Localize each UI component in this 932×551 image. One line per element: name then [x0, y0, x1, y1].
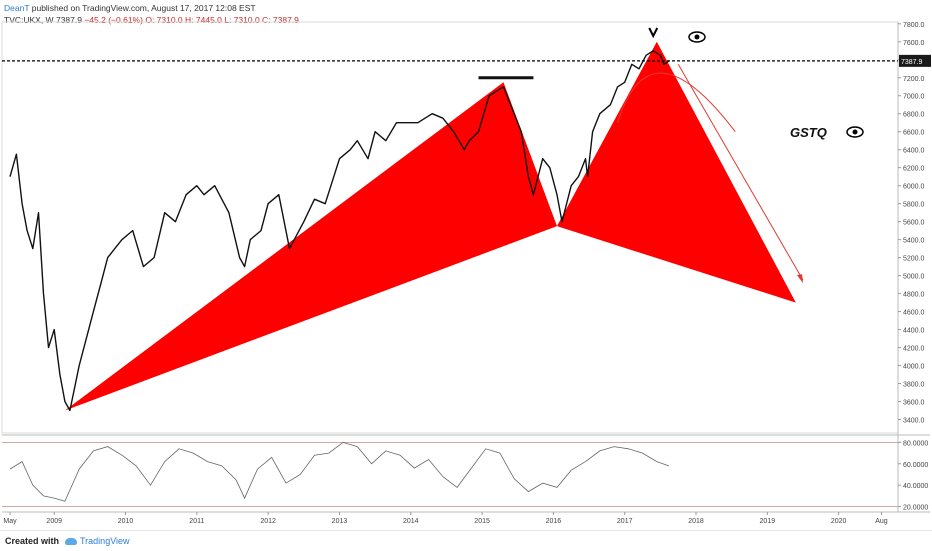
ohlc-values: O: 7310.0 H: 7445.0 L: 7310.0 C: 7387.9 [145, 15, 299, 25]
gstq-label: GSTQ [790, 125, 827, 140]
footer-bar: Created with TradingView [0, 530, 932, 551]
time-tick-label: 2016 [546, 518, 562, 525]
published-text: published on TradingView.com, August 17,… [31, 3, 256, 13]
time-tick-label: 2012 [260, 518, 276, 525]
down-arrow-icon [648, 27, 659, 39]
price-tick-label: 6800.0 [903, 112, 925, 119]
created-with-text: Created with [5, 536, 60, 546]
last-price: 7387.9 [55, 15, 82, 25]
time-tick-label: 2010 [118, 518, 134, 525]
projection-arrow-head [796, 274, 803, 284]
time-tick-label: May [3, 518, 17, 525]
price-tick-label: 4200.0 [903, 346, 925, 353]
price-tick-label: 5200.0 [903, 256, 925, 263]
time-tick-label: 2018 [688, 518, 704, 525]
tradingview-logo[interactable]: TradingView [65, 536, 130, 546]
pattern-triangle-left [64, 82, 557, 411]
cloud-icon [65, 537, 78, 545]
price-tick-label: 7200.0 [903, 76, 925, 83]
eye-icon [846, 126, 864, 138]
price-tick-label: 5800.0 [903, 202, 925, 209]
time-tick-label: 2014 [403, 518, 419, 525]
current-price-box [899, 54, 931, 67]
current-price-label: 7387.9 [901, 59, 923, 66]
price-tick-label: 7000.0 [903, 94, 925, 101]
time-tick-label: 2015 [474, 518, 490, 525]
price-tick-label: 4400.0 [903, 328, 925, 335]
eye-icon [688, 31, 706, 43]
eye-outline [846, 126, 864, 138]
time-tick-label: 2017 [617, 518, 633, 525]
time-tick-label: 2013 [332, 518, 348, 525]
price-tick-label: 6200.0 [903, 166, 925, 173]
price-tick-label: 7800.0 [903, 22, 925, 29]
price-tick-label: 4600.0 [903, 310, 925, 317]
indicator-series-line [9, 441, 670, 502]
top-arc [617, 72, 736, 133]
price-series-line [9, 50, 670, 412]
eye-outline [688, 31, 706, 43]
indicator-tick-label: 80.0000 [903, 440, 928, 447]
price-tick-label: 6600.0 [903, 130, 925, 137]
time-tick-label: 2011 [189, 518, 204, 525]
price-tick-label: 4000.0 [903, 364, 925, 371]
time-tick-label: 2019 [760, 518, 776, 525]
price-tick-label: 3600.0 [903, 400, 925, 407]
eye-pupil [852, 129, 858, 135]
price-tick-label: 5600.0 [903, 220, 925, 227]
price-change: −45.2 (−0.61%) [84, 15, 143, 25]
projection-arrow-line [677, 64, 804, 281]
indicator-tick-label: 60.0000 [903, 462, 928, 469]
price-tick-label: 5400.0 [903, 238, 925, 245]
brand-name: TradingView [80, 536, 130, 546]
price-chart[interactable]: 7800.07600.07400.07200.07000.06800.06600… [0, 0, 932, 530]
indicator-tick-label: 20.0000 [903, 505, 928, 512]
eye-pupil [694, 34, 700, 40]
price-tick-label: 7600.0 [903, 40, 925, 47]
symbol-label: TVC:UKX, W [4, 15, 54, 25]
indicator-tick-label: 40.0000 [903, 483, 928, 490]
pattern-triangle-right [556, 41, 796, 303]
time-tick-label: Aug [875, 518, 888, 525]
price-tick-label: 5000.0 [903, 274, 925, 281]
author-link[interactable]: DeanT [4, 3, 30, 13]
time-tick-label: 2009 [46, 518, 62, 525]
price-tick-label: 3800.0 [903, 382, 925, 389]
time-tick-label: 2020 [831, 518, 847, 525]
price-tick-label: 6400.0 [903, 148, 925, 155]
price-tick-label: 4800.0 [903, 292, 925, 299]
price-tick-label: 3400.0 [903, 418, 925, 425]
chart-header: DeanT published on TradingView.com, Augu… [4, 3, 299, 26]
price-tick-label: 6000.0 [903, 184, 925, 191]
